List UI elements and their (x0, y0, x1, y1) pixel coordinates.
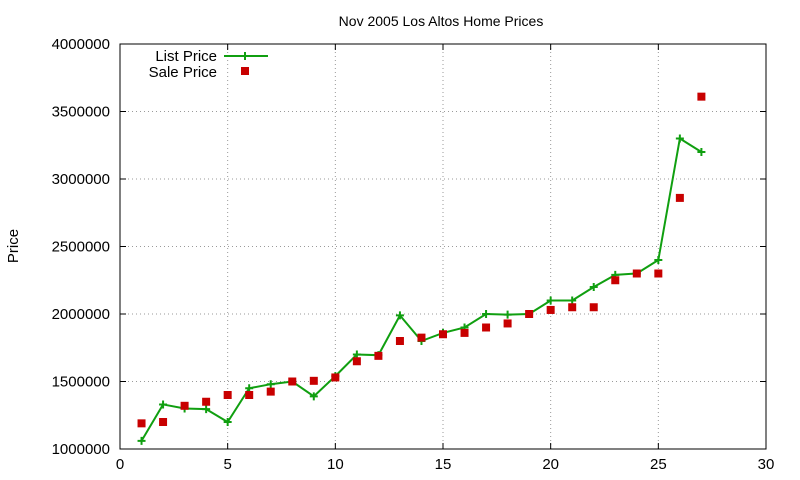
list-price-point (482, 310, 491, 318)
series (137, 92, 706, 445)
x-tick-label: 15 (435, 456, 452, 473)
list-price-point (654, 256, 663, 264)
list-price-point (202, 405, 211, 414)
x-tick-label: 25 (650, 456, 667, 473)
legend: List Price Sale Price (149, 48, 268, 81)
sale-price-point (352, 357, 361, 366)
list-price-point (395, 311, 404, 320)
list-price-point (159, 400, 168, 409)
sale-price-point (439, 330, 447, 339)
y-tick-label: 2500000 (52, 239, 110, 256)
sale-price-point (697, 92, 706, 101)
series-list-price (137, 134, 706, 445)
list-price-point (352, 350, 361, 359)
y-tick-label: 1000000 (52, 441, 110, 458)
list-price-point (546, 296, 555, 305)
list-price-point (697, 148, 706, 156)
sale-price-point (611, 276, 620, 285)
list-price-point (266, 380, 275, 389)
sale-price-point (589, 303, 598, 312)
y-tick-label: 2000000 (52, 306, 110, 323)
x-tick-label: 0 (116, 456, 124, 473)
x-tick-label: 5 (223, 456, 231, 473)
sale-price-point (202, 397, 211, 406)
legend-entry-sale-price: Sale Price (149, 64, 249, 81)
sale-price-point (180, 401, 189, 410)
legend-label-list-price: List Price (155, 48, 217, 65)
x-tick-label: 10 (327, 456, 344, 473)
sale-price-point (331, 373, 340, 382)
sale-price-point (266, 387, 275, 396)
sale-price-point (546, 305, 555, 314)
sale-price-point (288, 377, 297, 386)
y-tick-label: 4000000 (52, 36, 110, 53)
series-sale-price (137, 92, 706, 428)
sale-price-point (675, 193, 684, 202)
chart-title: Nov 2005 Los Altos Home Prices (339, 13, 544, 29)
y-tick-label: 3500000 (52, 104, 110, 121)
list-price-point (309, 392, 318, 401)
sale-price-point (417, 333, 426, 342)
axis-tick-labels: 0 5 10 15 20 25 30 1000000 1500000 2000000 2500000… (52, 36, 775, 473)
sale-price-point (482, 323, 491, 332)
list-price-point (675, 134, 684, 143)
list-price-point (245, 384, 254, 393)
sale-price-point (654, 269, 663, 278)
legend-marker-list-price (241, 52, 249, 60)
sale-price-point (137, 419, 146, 428)
sale-price-point (309, 376, 318, 385)
list-price-point (503, 310, 512, 319)
y-tick-label: 3000000 (52, 171, 110, 188)
x-tick-label: 20 (542, 456, 559, 473)
sale-price-point (503, 319, 512, 328)
sale-price-point (568, 303, 577, 312)
sale-price-point (632, 269, 641, 278)
legend-marker-sale-price (241, 67, 249, 75)
x-tick-label: 30 (758, 456, 775, 473)
y-axis-label: Price (5, 229, 22, 263)
sale-price-point (460, 328, 469, 337)
list-price-point (568, 296, 577, 305)
sale-price-point (525, 310, 534, 318)
grid (120, 44, 766, 449)
axis-ticks (119, 43, 767, 450)
legend-label-sale-price: Sale Price (149, 64, 217, 81)
sale-price-point (374, 351, 383, 360)
y-tick-label: 1500000 (52, 374, 110, 391)
sale-price-point (395, 337, 404, 345)
sale-price-point (245, 391, 254, 399)
sale-price-point (159, 418, 168, 426)
list-price-point (137, 436, 146, 445)
sale-price-point (223, 391, 232, 399)
list-price-point (223, 418, 232, 426)
list-price-point (589, 283, 598, 291)
legend-entry-list-price: List Price (155, 48, 268, 65)
